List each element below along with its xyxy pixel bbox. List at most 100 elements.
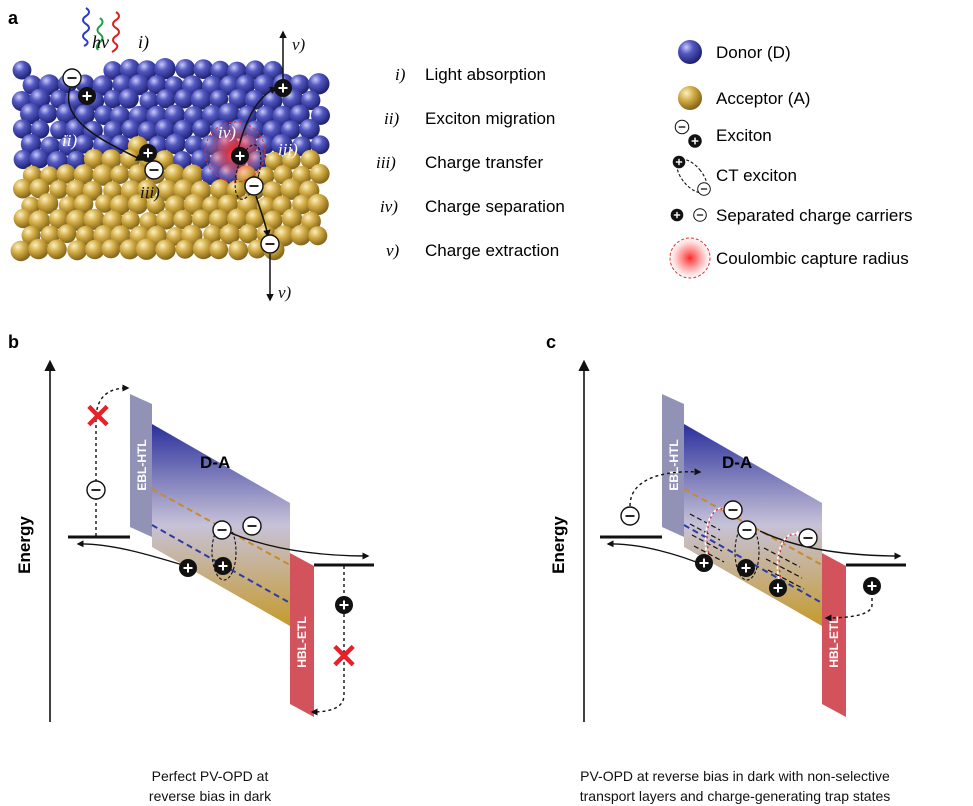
acceptor-particle (101, 239, 121, 259)
step-5-text: Charge extraction (425, 241, 559, 260)
donor-particle (190, 89, 212, 110)
acceptor-particle (191, 209, 211, 229)
acceptor-particle (307, 193, 329, 215)
panel-c-active-label: D-A (722, 453, 752, 472)
donor-particle (74, 134, 94, 154)
acceptor-particle (173, 210, 193, 230)
acceptor-particle (57, 224, 77, 244)
acceptor-particle (47, 239, 67, 260)
mark-v-top: v) (292, 35, 306, 54)
photon-label: hν (92, 32, 109, 52)
panel-b-homo-level (151, 524, 291, 604)
step-2-roman: ii) (384, 109, 399, 128)
panel-c-caption-line-2: transport layers and charge-generating t… (579, 788, 891, 804)
panel-c-letter: c (546, 332, 556, 352)
panel-b-energy-label: Energy (15, 516, 34, 574)
acceptor-particle (83, 149, 104, 169)
acceptor-particle (238, 224, 258, 244)
panel-b-block-mark-bottom: ✕ (330, 638, 359, 676)
acceptor-particle (308, 226, 328, 246)
acceptor-particle (49, 209, 69, 229)
acceptor-particle (127, 194, 148, 215)
acceptor-particle (29, 178, 50, 199)
legend-capture-text: Coulombic capture radius (716, 249, 909, 268)
acceptor-particle (101, 149, 122, 170)
step-5-roman: v) (386, 241, 400, 260)
panel-b-htl-layer (130, 394, 152, 537)
acceptor-particle (73, 194, 94, 214)
panel-c-trap-red-trace-1 (706, 508, 727, 559)
panel-b-caption-line-1: Perfect PV-OPD at (151, 768, 269, 784)
donor-particle (262, 90, 283, 111)
panel-c-caption-line-1: PV-OPD at reverse bias in dark with non-… (580, 768, 890, 784)
acceptor-particle (95, 194, 114, 213)
donor-particle (58, 136, 79, 156)
legend-ct-exciton-swatch (672, 154, 711, 196)
donor-particle (164, 104, 185, 126)
panel-c-etl-label: HBL-ETL (827, 616, 841, 667)
legend-carriers-text: Separated charge carriers (716, 206, 913, 225)
acceptor-particle (245, 209, 265, 229)
donor-particle (299, 118, 320, 140)
ct-exciton-mark (234, 144, 262, 200)
acceptor-particle (85, 239, 105, 260)
panel-c-energy-label: Energy (549, 516, 568, 574)
acceptor-particle (28, 210, 51, 232)
donor-particle (192, 119, 211, 138)
donor-particle (139, 91, 159, 111)
panel-b-etl-layer (290, 553, 314, 717)
donor-particle (228, 88, 249, 109)
panel-c-htl-label: EBL-HTL (667, 439, 681, 490)
acceptor-particle (137, 179, 157, 200)
acceptor-particle (280, 178, 302, 200)
acceptor-particle (309, 163, 330, 184)
acceptor-particle (139, 212, 159, 231)
acceptor-particle (217, 194, 238, 215)
panel-b-caption: Perfect PV-OPD at reverse bias in dark (60, 766, 360, 806)
step-4-roman: iv) (380, 197, 398, 216)
acceptor-particle (209, 240, 229, 260)
acceptor-particle (264, 151, 284, 171)
legend-donor-text: Donor (D) (716, 43, 791, 62)
donor-particle (74, 104, 95, 125)
acceptor-particle (49, 180, 68, 199)
acceptor-particle (58, 196, 78, 215)
acceptor-particle (135, 238, 158, 260)
donor-particle (103, 61, 123, 80)
panel-b-active-label: D-A (200, 453, 230, 472)
step-4-text: Charge separation (425, 197, 565, 216)
acceptor-particle (228, 240, 249, 261)
donor-particle (92, 75, 113, 96)
acceptor-particle (119, 239, 140, 260)
donor-particle (210, 60, 230, 81)
panel-c-etl-layer (822, 553, 846, 717)
donor-particle (121, 119, 141, 139)
mark-iii-a: iii) (140, 183, 160, 202)
donor-particle (218, 103, 240, 125)
donor-particle (289, 104, 310, 125)
panel-b-letter: b (8, 332, 19, 352)
acceptor-particle (128, 164, 148, 184)
donor-particle (94, 105, 115, 125)
donor-particle (56, 103, 77, 124)
acceptor-particle (227, 208, 248, 230)
donor-particle (50, 120, 69, 140)
photon-waves (82, 7, 120, 53)
panel-c-caption: PV-OPD at reverse bias in dark with non-… (515, 766, 955, 806)
acceptor-particle (92, 164, 114, 186)
mark-v-bottom: v) (278, 283, 292, 302)
panel-b-blocked-hole-path (310, 566, 345, 716)
acceptor-particle (292, 194, 312, 215)
acceptor-particle (13, 208, 34, 229)
donor-particle (118, 88, 139, 109)
photon-step-label: i) (138, 32, 149, 53)
donor-particle (119, 58, 141, 80)
acceptor-particle (37, 193, 59, 214)
step-1-text: Light absorption (425, 65, 546, 84)
panel-c-injected-hole-path (824, 586, 873, 622)
acceptor-particle (281, 208, 303, 229)
donor-particle (311, 106, 330, 125)
acceptor-particle (192, 238, 214, 260)
panel-c-trap-red-trace-2 (778, 534, 799, 583)
